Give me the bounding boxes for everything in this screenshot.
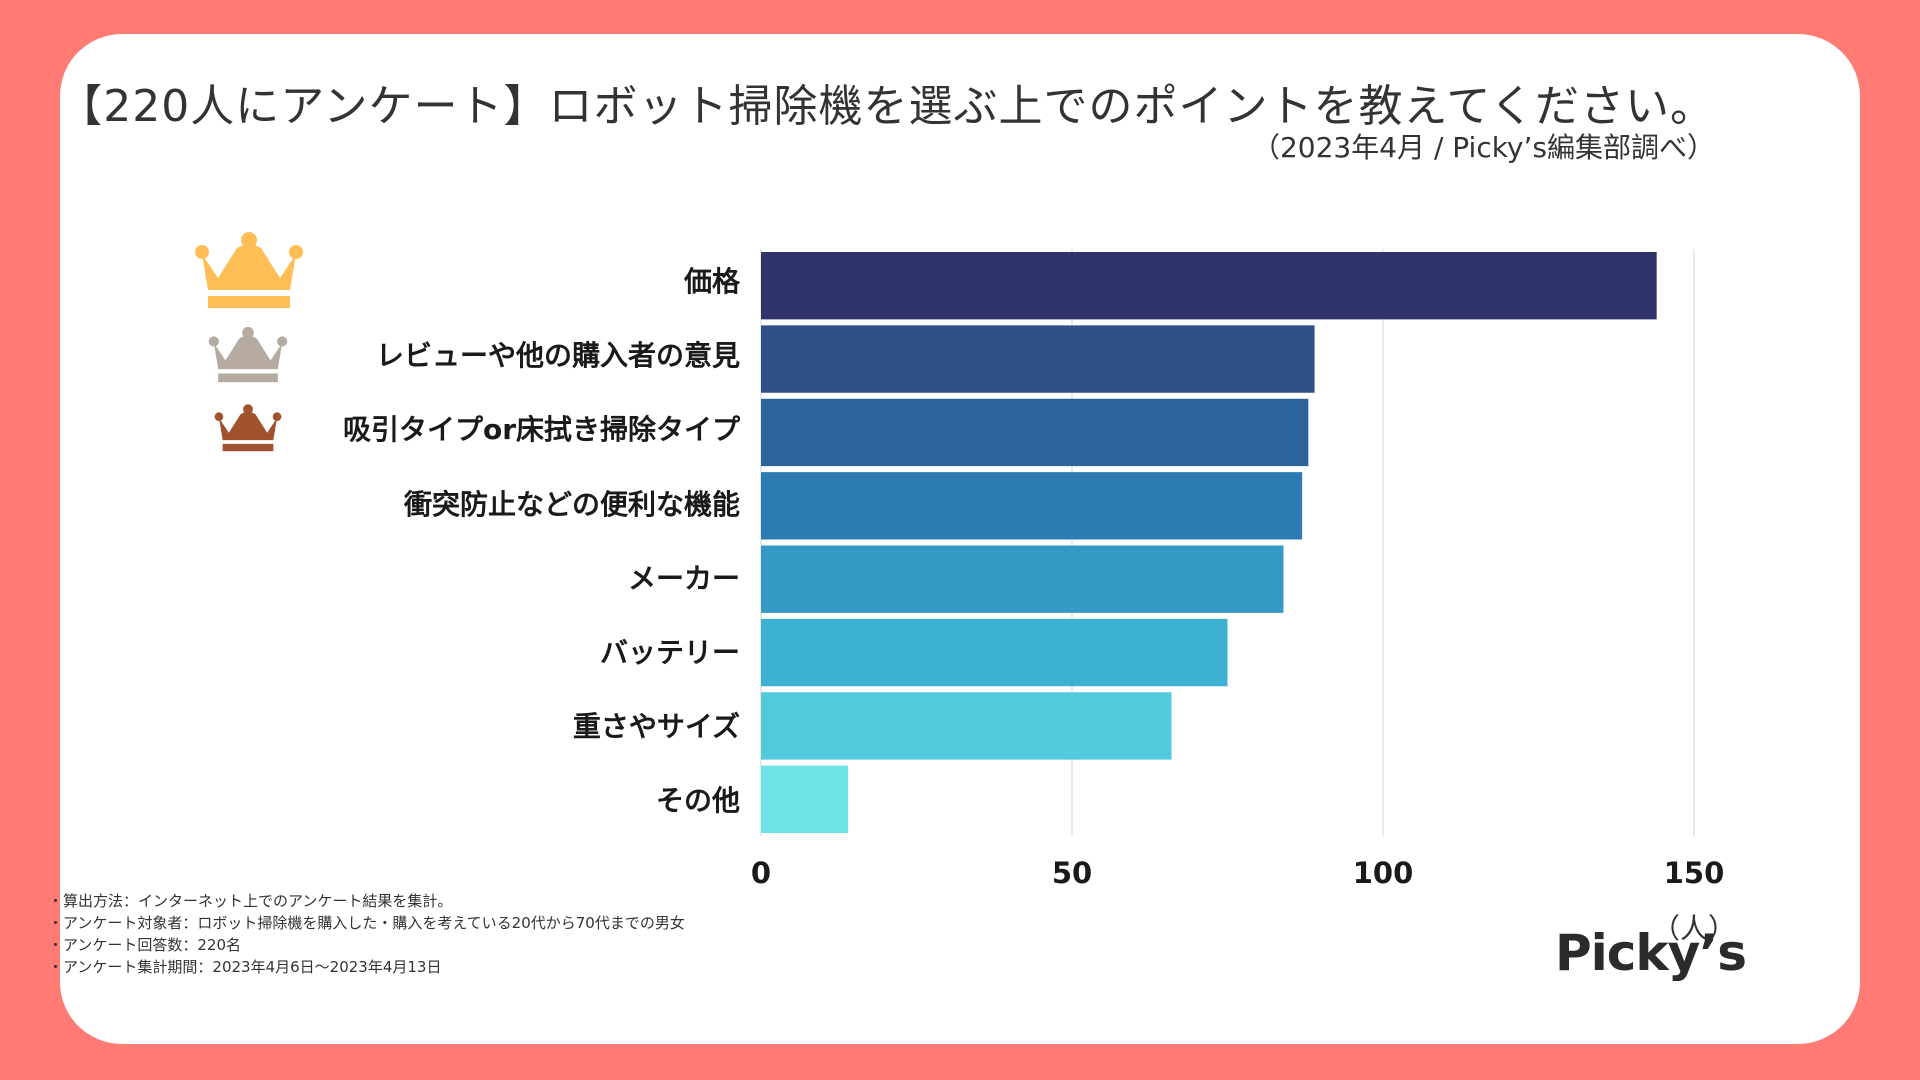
x-tick-label: 100 [1353,856,1414,890]
category-label: その他 [655,784,740,817]
bar [761,765,849,833]
bronze-crown-icon [214,404,282,452]
bar [761,618,1228,687]
footnote: ・アンケート集計期間：2023年4月6日〜2023年4月13日 [48,958,442,976]
x-tick-label: 0 [751,856,771,890]
bar [761,252,1657,320]
gold-crown-icon [195,232,303,308]
category-label: バッテリー [599,636,740,669]
category-label: 価格 [683,265,740,298]
chart-subtitle: （2023年4月 / Picky’s編集部調べ） [1251,131,1715,164]
category-label: レビューや他の購入者の意見 [375,339,740,372]
brand-logo: Picky’s [1555,924,1747,982]
category-label: 重さやサイズ [572,710,740,743]
bar [761,325,1315,393]
footnotes: ・算出方法：インターネット上でのアンケート結果を集計。 ・アンケート対象者：ロボ… [48,890,685,978]
bar [761,692,1172,760]
bar [761,398,1309,467]
category-label: 吸引タイプor床拭き掃除タイプ [342,413,740,446]
chart-title: 【220人にアンケート】ロボット掃除機を選ぶ上でのポイントを教えてください。 [58,81,1715,132]
bar [761,472,1303,540]
x-tick-label: 50 [1052,856,1092,890]
footnote: ・アンケート回答数：220名 [48,936,242,954]
x-tick-label: 150 [1664,856,1725,890]
bar [761,545,1284,613]
silver-crown-icon [208,326,288,383]
x-axis-label: （人） [1652,912,1736,945]
footnote: ・算出方法：インターネット上でのアンケート結果を集計。 [48,892,453,910]
category-label: 衝突防止などの便利な機能 [403,488,740,521]
footnote: ・アンケート対象者：ロボット掃除機を購入した・購入を考えている20代から70代ま… [48,914,685,932]
category-label: メーカー [627,562,740,595]
